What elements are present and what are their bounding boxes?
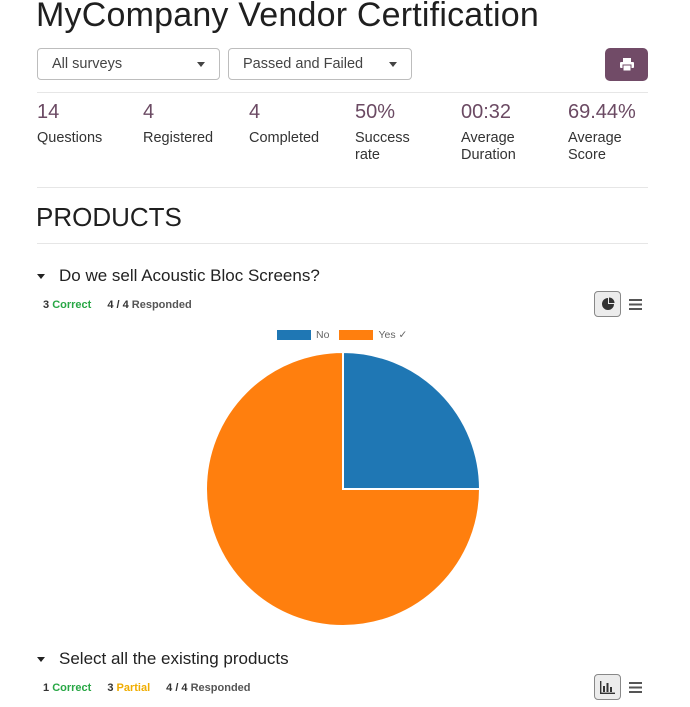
- question-2-toggle[interactable]: Select all the existing products: [36, 649, 289, 669]
- stat-label: Registered: [143, 130, 214, 146]
- printer-icon: [619, 58, 634, 71]
- stat-label: Completed: [249, 130, 320, 146]
- legend-swatch: [277, 330, 311, 340]
- pie-slice-1[interactable]: [342, 350, 482, 490]
- responded-badge: 4 / 4 Responded: [166, 682, 251, 694]
- stat-questions: 14 Questions: [37, 100, 137, 147]
- correct-badge: 3 Correct: [43, 299, 92, 311]
- responded-badge: 4 / 4 Responded: [107, 299, 192, 311]
- stat-label: Average Duration: [461, 130, 516, 163]
- question-1-badges: 3 Correct 4 / 4 Responded: [43, 299, 192, 311]
- divider: [37, 187, 648, 188]
- legend-swatch: [339, 330, 374, 340]
- question-1-toggle[interactable]: Do we sell Acoustic Bloc Screens?: [36, 266, 320, 286]
- list-icon: [628, 298, 642, 310]
- legend-item[interactable]: Yes ✓: [339, 329, 407, 341]
- bar-chart-view-button[interactable]: [594, 674, 621, 700]
- question-title: Do we sell Acoustic Bloc Screens?: [59, 266, 320, 285]
- result-filter-select[interactable]: Passed and Failed: [228, 48, 412, 80]
- partial-badge: 3 Partial: [107, 682, 151, 694]
- stat-label: Questions: [37, 130, 103, 146]
- chart-legend: No Yes ✓: [277, 329, 417, 341]
- survey-title: MyCompany Vendor Certification: [36, 0, 540, 34]
- survey-filter-select[interactable]: All surveys: [37, 48, 220, 80]
- stat-average-duration: 00:32 Average Duration: [461, 100, 541, 164]
- stat-value: 00:32: [461, 101, 512, 123]
- pie-chart-view-button[interactable]: [594, 291, 621, 317]
- pie-chart-icon: [601, 297, 614, 310]
- section-title: PRODUCTS: [36, 202, 182, 232]
- divider: [37, 243, 648, 244]
- stat-value: 4: [143, 101, 155, 123]
- caret-down-icon: [37, 273, 45, 279]
- list-icon: [628, 681, 642, 693]
- chevron-down-icon: [197, 62, 205, 67]
- question-title: Select all the existing products: [59, 649, 289, 668]
- stat-average-score: 69.44% Average Score: [568, 100, 648, 164]
- survey-filter-value: All surveys: [52, 56, 123, 72]
- divider: [37, 92, 648, 93]
- chevron-down-icon: [389, 62, 397, 67]
- stat-value: 69.44%: [568, 101, 636, 123]
- stat-label: Average Score: [568, 130, 622, 163]
- legend-item[interactable]: No: [277, 329, 329, 341]
- stat-value: 14: [37, 101, 60, 123]
- caret-down-icon: [37, 656, 45, 662]
- pie-slice-2[interactable]: [205, 350, 482, 627]
- stat-value: 4: [249, 101, 261, 123]
- stat-completed: 4 Completed: [249, 100, 349, 147]
- stat-value: 50%: [355, 101, 396, 123]
- bar-chart-icon: [600, 680, 615, 694]
- table-view-button[interactable]: [627, 679, 643, 695]
- print-button[interactable]: [605, 48, 648, 81]
- correct-badge: 1 Correct: [43, 682, 92, 694]
- stat-label: Success rate: [355, 130, 410, 163]
- question-2-badges: 1 Correct 3 Partial 4 / 4 Responded: [43, 682, 251, 694]
- result-filter-value: Passed and Failed: [243, 56, 364, 72]
- table-view-button[interactable]: [627, 296, 643, 312]
- stat-registered: 4 Registered: [143, 100, 243, 147]
- stat-success-rate: 50% Success rate: [355, 100, 435, 164]
